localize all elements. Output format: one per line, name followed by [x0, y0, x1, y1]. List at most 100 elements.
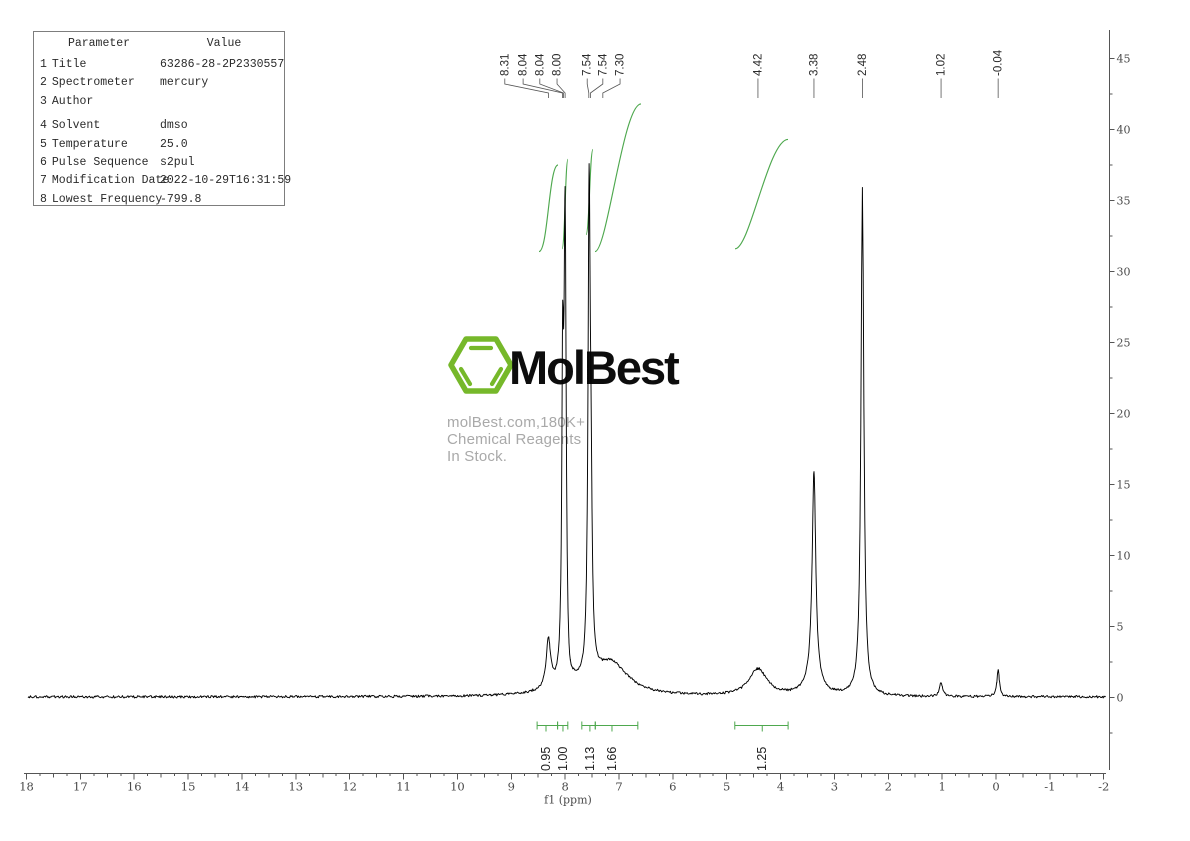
table-row: 8 Lowest Frequency -799.8 [34, 191, 284, 209]
y-tick-label: 35 [1117, 194, 1131, 207]
peak-label: 1.02 [936, 54, 948, 76]
x-tick-label: -1 [1044, 780, 1055, 794]
header-value: Value [206, 37, 242, 50]
x-tick-label: 1 [938, 780, 945, 794]
row-name: Lowest Frequency [51, 192, 163, 206]
parameter-table: Parameter Value 1 Title 63286-28-2P2330557… [33, 31, 291, 209]
integral-brackets: 0.95 1.00 1.13 1.66 1.25 [536, 721, 789, 771]
integral-value-label: 1.25 [755, 747, 769, 771]
peak-label: 4.42 [752, 54, 764, 76]
peak-label-connector [590, 78, 604, 98]
peak-label: 3.38 [808, 54, 820, 76]
peak-label-connector [586, 78, 590, 98]
peak-label: 2.48 [857, 54, 869, 76]
peak-label: 7.54 [582, 53, 594, 76]
table-row: 2 Spectrometer mercury [34, 74, 284, 92]
x-tick-label: 14 [235, 780, 250, 794]
row-value: 2022-10-29T16:31:59 [160, 174, 292, 188]
x-tick-label: 17 [73, 780, 88, 794]
integral-curve [594, 103, 642, 253]
row-value: -799.8 [160, 192, 202, 206]
table-row: 7 Modification Date 2022-10-29T16:31:59 [34, 172, 291, 190]
row-num: 2 [40, 76, 47, 90]
row-num: 6 [40, 155, 47, 169]
row-value: s2pul [160, 155, 195, 169]
x-tick-label: 10 [450, 780, 465, 794]
integral-value-label: 1.66 [605, 747, 619, 771]
table-row: 3 Author [34, 93, 284, 111]
axes: 18 17 16 15 14 13 12 11 10 9 8 7 6 5 4 3 2 1 0 -1 -2f1 (ppm)… [19, 30, 1131, 807]
x-tick-label: 18 [19, 780, 34, 794]
table-row: 4 Solvent dmso [34, 117, 284, 135]
x-tick-label: 8 [561, 780, 568, 794]
row-num: 5 [40, 137, 47, 151]
x-tick-label: 4 [777, 780, 784, 794]
y-tick-label: 45 [1117, 52, 1131, 65]
peak-label: 8.31 [499, 54, 511, 76]
peak-label-connector [504, 78, 549, 98]
integral-value-label: 1.13 [583, 747, 597, 771]
peak-label-connector [522, 78, 563, 98]
table-row: 5 Temperature 25.0 [34, 136, 284, 154]
peak-label-connector [602, 78, 621, 98]
y-tick-label: 30 [1117, 265, 1131, 278]
table-row: 6 Pulse Sequence s2pul [34, 154, 284, 172]
peak-label: 8.04 [518, 53, 530, 76]
x-tick-label: 2 [885, 780, 892, 794]
parameter-table-header: Parameter Value [34, 36, 284, 52]
y-tick-label: 20 [1117, 407, 1131, 420]
row-name: Author [51, 94, 94, 108]
row-name: Pulse Sequence [51, 155, 149, 169]
benzene-hexagon-icon [448, 336, 514, 394]
row-value: mercury [160, 76, 209, 90]
x-tick-label: 13 [288, 780, 303, 794]
x-tick-label: 9 [508, 780, 515, 794]
row-num: 4 [40, 119, 47, 133]
peak-label-connector [556, 78, 566, 98]
table-row: 1 Title 63286-28-2P2330557 [34, 56, 284, 74]
x-tick-label: 5 [723, 780, 730, 794]
row-name: Temperature [51, 137, 128, 151]
x-tick-label: 7 [615, 780, 622, 794]
x-tick-label: 0 [992, 780, 999, 794]
brand-tagline: molBest.com,180K+ Chemical Reagents In S… [447, 414, 586, 465]
y-tick-label: 0 [1117, 691, 1124, 704]
row-value: 25.0 [160, 137, 188, 151]
row-value: 63286-28-2P2330557 [160, 58, 285, 71]
x-tick-label: 3 [831, 780, 838, 794]
x-tick-label: -2 [1098, 780, 1109, 794]
row-name: Solvent [51, 119, 101, 133]
peak-label: 7.30 [615, 54, 627, 76]
x-tick-label: 15 [181, 780, 196, 794]
brand-name: MolBest [509, 341, 680, 394]
row-num: 8 [40, 192, 47, 206]
y-tick-label: 10 [1117, 549, 1131, 562]
row-name: Title [51, 58, 87, 71]
row-name: Spectrometer [51, 76, 135, 90]
integral-curve [734, 138, 789, 250]
integral-curves [538, 103, 789, 253]
x-tick-label: 6 [669, 780, 676, 794]
peak-labels: 8.31 8.04 8.04 8.00 7.54 7.54 7.30 4.42 3.38 2.48… [499, 49, 1005, 98]
row-num: 3 [40, 94, 47, 108]
y-tick-label: 5 [1117, 620, 1124, 633]
y-tick-label: 15 [1117, 478, 1131, 491]
spectrum-trace [27, 163, 1106, 699]
peak-label: 7.54 [597, 53, 609, 76]
header-parameter: Parameter [67, 37, 131, 50]
row-value: dmso [160, 119, 188, 133]
integral-value-label: 0.95 [539, 747, 553, 771]
peak-label: -0.04 [993, 49, 1005, 76]
y-tick-label: 25 [1117, 336, 1131, 349]
row-num: 1 [40, 58, 47, 71]
integral-value-label: 1.00 [556, 747, 570, 771]
integral-curve [538, 164, 559, 253]
y-tick-label: 40 [1117, 123, 1131, 136]
row-num: 7 [40, 174, 47, 188]
peak-label-connector [539, 78, 564, 98]
x-axis-title: f1 (ppm) [544, 794, 592, 807]
x-tick-label: 12 [342, 780, 357, 794]
peak-label: 8.04 [534, 53, 546, 76]
peak-label: 8.00 [552, 54, 564, 76]
